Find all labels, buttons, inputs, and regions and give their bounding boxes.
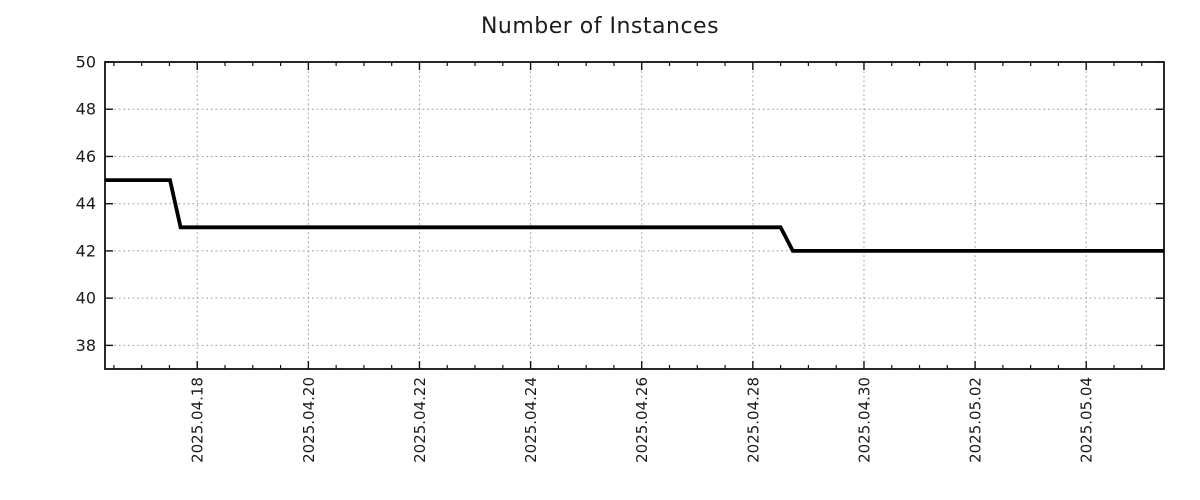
plot-frame: [104, 61, 1165, 370]
y-tick-label: 40: [76, 289, 96, 308]
x-tick-label: 2025.04.24: [522, 377, 540, 463]
x-tick-label: 2025.05.02: [967, 377, 985, 463]
y-tick-label: 46: [76, 147, 96, 166]
x-tick-label: 2025.04.30: [855, 377, 873, 463]
y-tick-label: 50: [76, 53, 96, 72]
x-tick-label: 2025.04.22: [411, 377, 429, 463]
y-tick-label: 44: [76, 194, 96, 213]
x-tick-label: 2025.04.26: [633, 377, 651, 463]
y-tick-label: 42: [76, 241, 96, 260]
x-tick-label: 2025.04.28: [744, 377, 762, 463]
x-tick-label: 2025.04.20: [300, 377, 318, 463]
chart-title: Number of Instances: [480, 14, 720, 39]
y-tick-label: 38: [76, 336, 96, 355]
x-tick-label: 2025.05.04: [1078, 377, 1096, 463]
series-line-instances: [105, 178, 1164, 253]
x-tick-label: 2025.04.18: [189, 377, 207, 463]
y-tick-label: 48: [76, 100, 96, 119]
